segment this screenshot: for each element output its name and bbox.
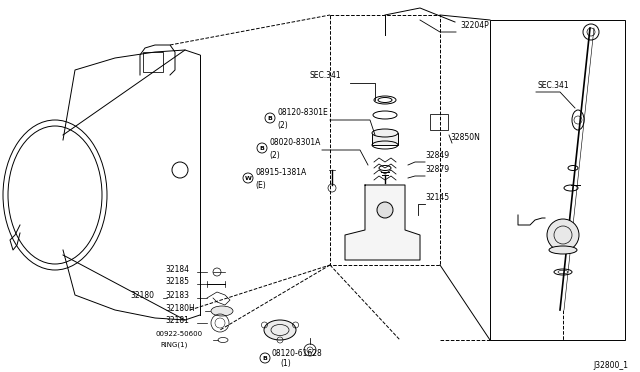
Text: (E): (E) — [255, 181, 266, 190]
Text: 08120-8301E: 08120-8301E — [277, 108, 328, 117]
Text: W: W — [244, 176, 252, 180]
Text: J32800_1: J32800_1 — [593, 362, 628, 371]
Text: RING(1): RING(1) — [160, 341, 188, 347]
Text: SEC.341: SEC.341 — [538, 81, 570, 90]
Text: 32204P: 32204P — [460, 21, 489, 30]
Bar — [372, 133, 398, 145]
Bar — [143, 52, 163, 72]
Ellipse shape — [549, 246, 577, 254]
Circle shape — [377, 202, 393, 218]
Text: B: B — [268, 115, 273, 121]
Text: B: B — [260, 145, 264, 151]
Text: SEC.341: SEC.341 — [310, 71, 342, 80]
Text: 08020-8301A: 08020-8301A — [269, 138, 321, 147]
Text: 00922-50600: 00922-50600 — [155, 331, 202, 337]
Text: 32849: 32849 — [425, 151, 449, 160]
Text: (1): (1) — [280, 359, 291, 368]
Text: (2): (2) — [277, 121, 288, 130]
Text: 08915-1381A: 08915-1381A — [255, 168, 307, 177]
Text: 32181: 32181 — [165, 316, 189, 325]
Text: 32850N: 32850N — [450, 133, 480, 142]
Text: 32185: 32185 — [165, 277, 189, 286]
Text: 32145: 32145 — [425, 193, 449, 202]
Bar — [490, 20, 625, 340]
Circle shape — [547, 219, 579, 251]
Text: 32180: 32180 — [130, 291, 154, 300]
Text: 32180H: 32180H — [165, 304, 195, 313]
Text: 32183: 32183 — [165, 291, 189, 300]
Bar — [430, 114, 448, 130]
Text: (2): (2) — [269, 151, 280, 160]
Ellipse shape — [264, 320, 296, 340]
Text: 08120-61628: 08120-61628 — [272, 349, 323, 358]
Text: 32879: 32879 — [425, 165, 449, 174]
Ellipse shape — [211, 306, 233, 316]
Text: B: B — [262, 356, 268, 360]
Text: 32184: 32184 — [165, 265, 189, 274]
Ellipse shape — [372, 129, 398, 137]
Polygon shape — [345, 185, 420, 260]
